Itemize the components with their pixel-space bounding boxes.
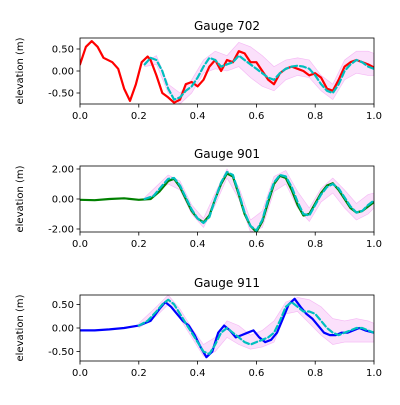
y-tick-label: 0.00: [52, 195, 74, 206]
uncertainty-band: [144, 168, 374, 232]
uncertainty-band: [144, 42, 374, 104]
x-tick-label: 0.6: [248, 368, 264, 379]
plot-area: [80, 168, 374, 232]
y-axis-label: elevation (m): [15, 37, 26, 104]
x-tick-label: 0.8: [307, 111, 323, 122]
plot-area: [80, 39, 374, 104]
subplot-1: 0.0 0.2 0.4 0.6 0.8 1.0 0.50 0.00 -0.50 Gauge 702…: [15, 19, 382, 122]
x-tick-label: 0.2: [131, 111, 147, 122]
x-tick-label: 1.0: [366, 368, 382, 379]
y-tick-label: 0.00: [52, 67, 74, 78]
observed-series-line: [80, 39, 374, 104]
x-tick-label: 0.4: [190, 239, 206, 250]
x-tick-label: 0.0: [72, 111, 88, 122]
predicted-series-line: [137, 298, 374, 355]
subplot-3: 0.0 0.2 0.4 0.6 0.8 1.0 0.50 0.00 -0.50 Gauge 911…: [15, 276, 382, 379]
plot-area: [80, 295, 374, 359]
x-tick-label: 0.4: [190, 111, 206, 122]
x-tick-label: 0.2: [131, 239, 147, 250]
y-axis-label: elevation (m): [15, 165, 26, 232]
x-tick-label: 0.8: [307, 368, 323, 379]
y-tick-label: 0.00: [52, 324, 74, 335]
y-tick-label: -2.00: [48, 225, 74, 236]
y-axis-label: elevation (m): [15, 294, 26, 361]
y-tick-label: 2.00: [52, 165, 74, 176]
y-tick-label: -0.50: [48, 89, 74, 100]
predicted-series-line: [143, 170, 374, 232]
x-tick-label: 0.2: [131, 368, 147, 379]
x-tick-label: 0.6: [248, 111, 264, 122]
subplot-title: Gauge 901: [194, 147, 260, 161]
y-tick-label: 0.50: [52, 45, 74, 56]
subplot-title: Gauge 702: [194, 19, 260, 33]
x-tick-label: 0.6: [248, 239, 264, 250]
x-tick-label: 0.0: [72, 368, 88, 379]
y-tick-label: -0.50: [48, 347, 74, 358]
x-tick-label: 1.0: [366, 111, 382, 122]
subplot-title: Gauge 911: [194, 276, 260, 290]
x-tick-label: 0.0: [72, 239, 88, 250]
x-tick-label: 0.8: [307, 239, 323, 250]
predicted-series-line: [143, 54, 374, 101]
subplot-2: 0.0 0.2 0.4 0.6 0.8 1.0 2.00 0.00 -2.00 Gauge 901…: [15, 147, 382, 250]
y-tick-label: 0.50: [52, 300, 74, 311]
x-tick-label: 1.0: [366, 239, 382, 250]
x-tick-label: 0.4: [190, 368, 206, 379]
